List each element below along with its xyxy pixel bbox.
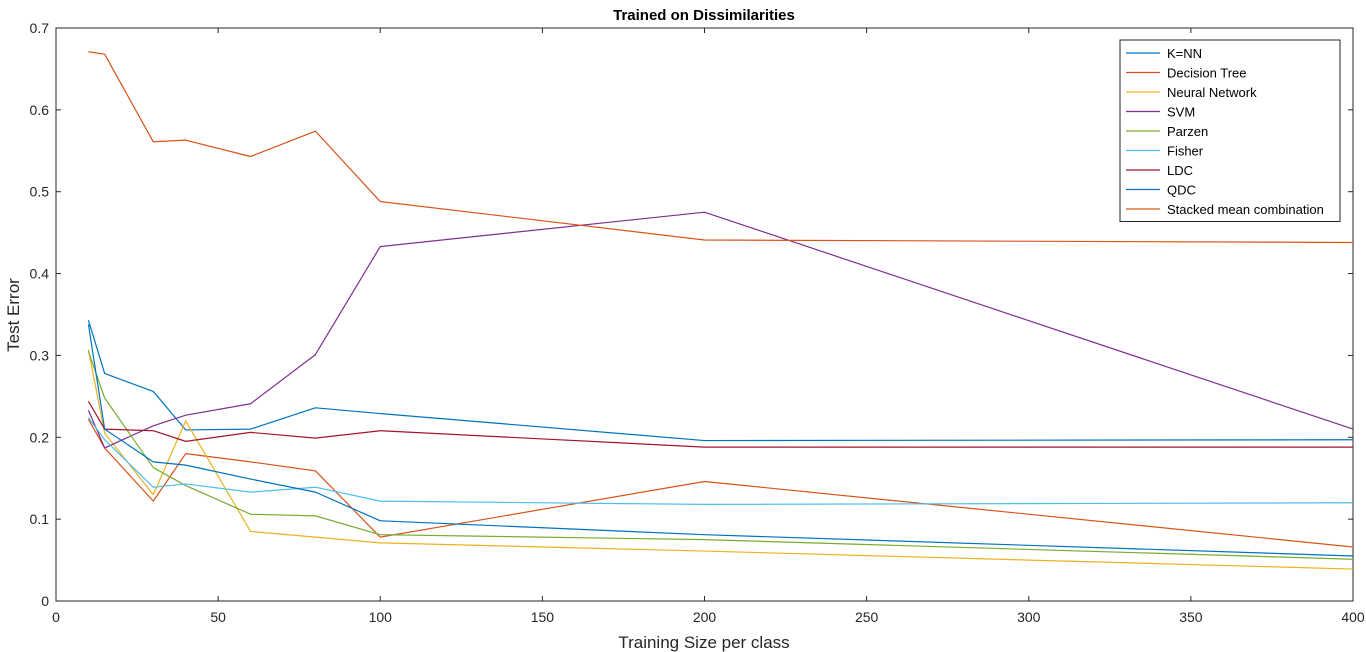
y-tick-label: 0.2 xyxy=(30,429,50,445)
legend-label: QDC xyxy=(1167,183,1196,198)
series-line-ldc xyxy=(87,400,1353,448)
legend-label: K=NN xyxy=(1167,46,1202,61)
x-tick-label: 200 xyxy=(693,609,717,625)
x-axis-label: Training Size per class xyxy=(618,633,789,652)
y-tick-label: 0.5 xyxy=(30,184,50,200)
axis-ticks: 0 50 100 150 200 250 300 350 400 0 0.1 0.2 0.3 0.4 0.5… xyxy=(30,20,1365,625)
y-tick-label: 0.3 xyxy=(30,347,50,363)
legend: K=NN Decision Tree Neural Network SVM Parzen… xyxy=(1119,39,1341,222)
series-line-parzen xyxy=(87,351,1354,560)
y-tick-label: 0.6 xyxy=(30,102,50,118)
y-tick-label: 0.1 xyxy=(30,511,50,527)
x-tick-label: 350 xyxy=(1179,609,1203,625)
series-line-stacked-mean-combination xyxy=(88,51,1354,244)
x-tick-label: 300 xyxy=(1017,609,1041,625)
x-tick-label: 150 xyxy=(531,609,555,625)
series-line-k-nn xyxy=(87,320,1354,442)
y-axis-label: Test Error xyxy=(4,278,23,352)
legend-label: Stacked mean combination xyxy=(1167,202,1324,217)
series-line-neural-network xyxy=(87,349,1354,570)
chart-title: Trained on Dissimilarities xyxy=(613,7,795,24)
x-tick-label: 0 xyxy=(52,609,60,625)
x-tick-label: 50 xyxy=(210,609,226,625)
series-lines xyxy=(87,51,1354,570)
y-tick-label: 0.4 xyxy=(30,266,50,282)
legend-label: LDC xyxy=(1167,163,1193,178)
legend-label: Neural Network xyxy=(1167,85,1257,100)
legend-label: Fisher xyxy=(1167,144,1204,159)
legend-label: SVM xyxy=(1167,105,1195,120)
x-tick-label: 400 xyxy=(1341,609,1365,625)
legend-label: Decision Tree xyxy=(1167,66,1246,81)
series-line-qdc xyxy=(87,324,1354,557)
series-line-fisher xyxy=(87,417,1354,506)
x-tick-label: 250 xyxy=(855,609,879,625)
x-tick-label: 100 xyxy=(369,609,393,625)
legend-label: Parzen xyxy=(1167,124,1208,139)
y-tick-label: 0.7 xyxy=(30,20,50,36)
series-line-decision-tree xyxy=(87,418,1354,548)
y-tick-label: 0 xyxy=(41,593,49,609)
